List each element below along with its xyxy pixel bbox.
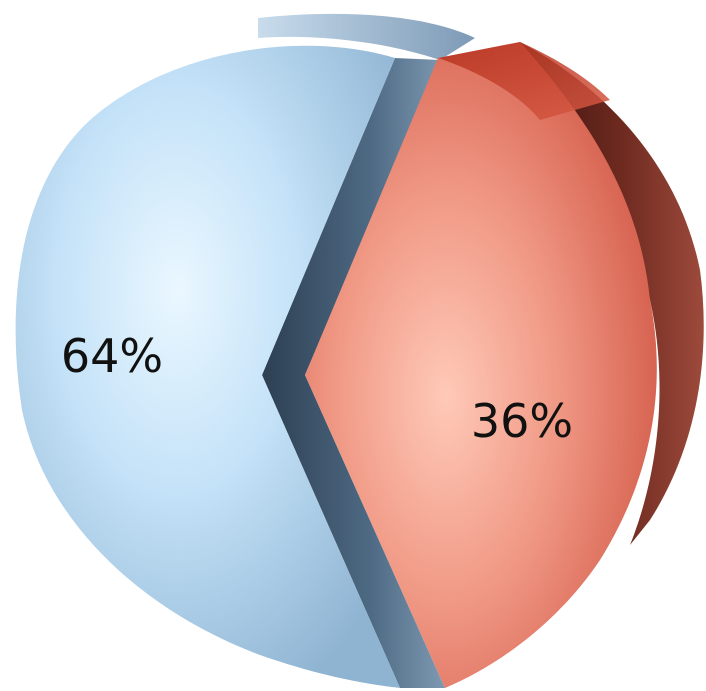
slice-36-side-wall bbox=[520, 42, 704, 545]
slice-64-face bbox=[15, 45, 401, 688]
pie-slice-36 bbox=[305, 42, 704, 688]
slice-label-64: 64% bbox=[61, 329, 163, 383]
slice-36-rim bbox=[438, 42, 610, 120]
pie-slice-64 bbox=[15, 13, 475, 688]
slice-36-face bbox=[305, 42, 657, 688]
slice-64-rim bbox=[258, 13, 475, 61]
slice-label-36: 36% bbox=[471, 394, 573, 448]
slice-64-cut-wall bbox=[262, 58, 445, 688]
